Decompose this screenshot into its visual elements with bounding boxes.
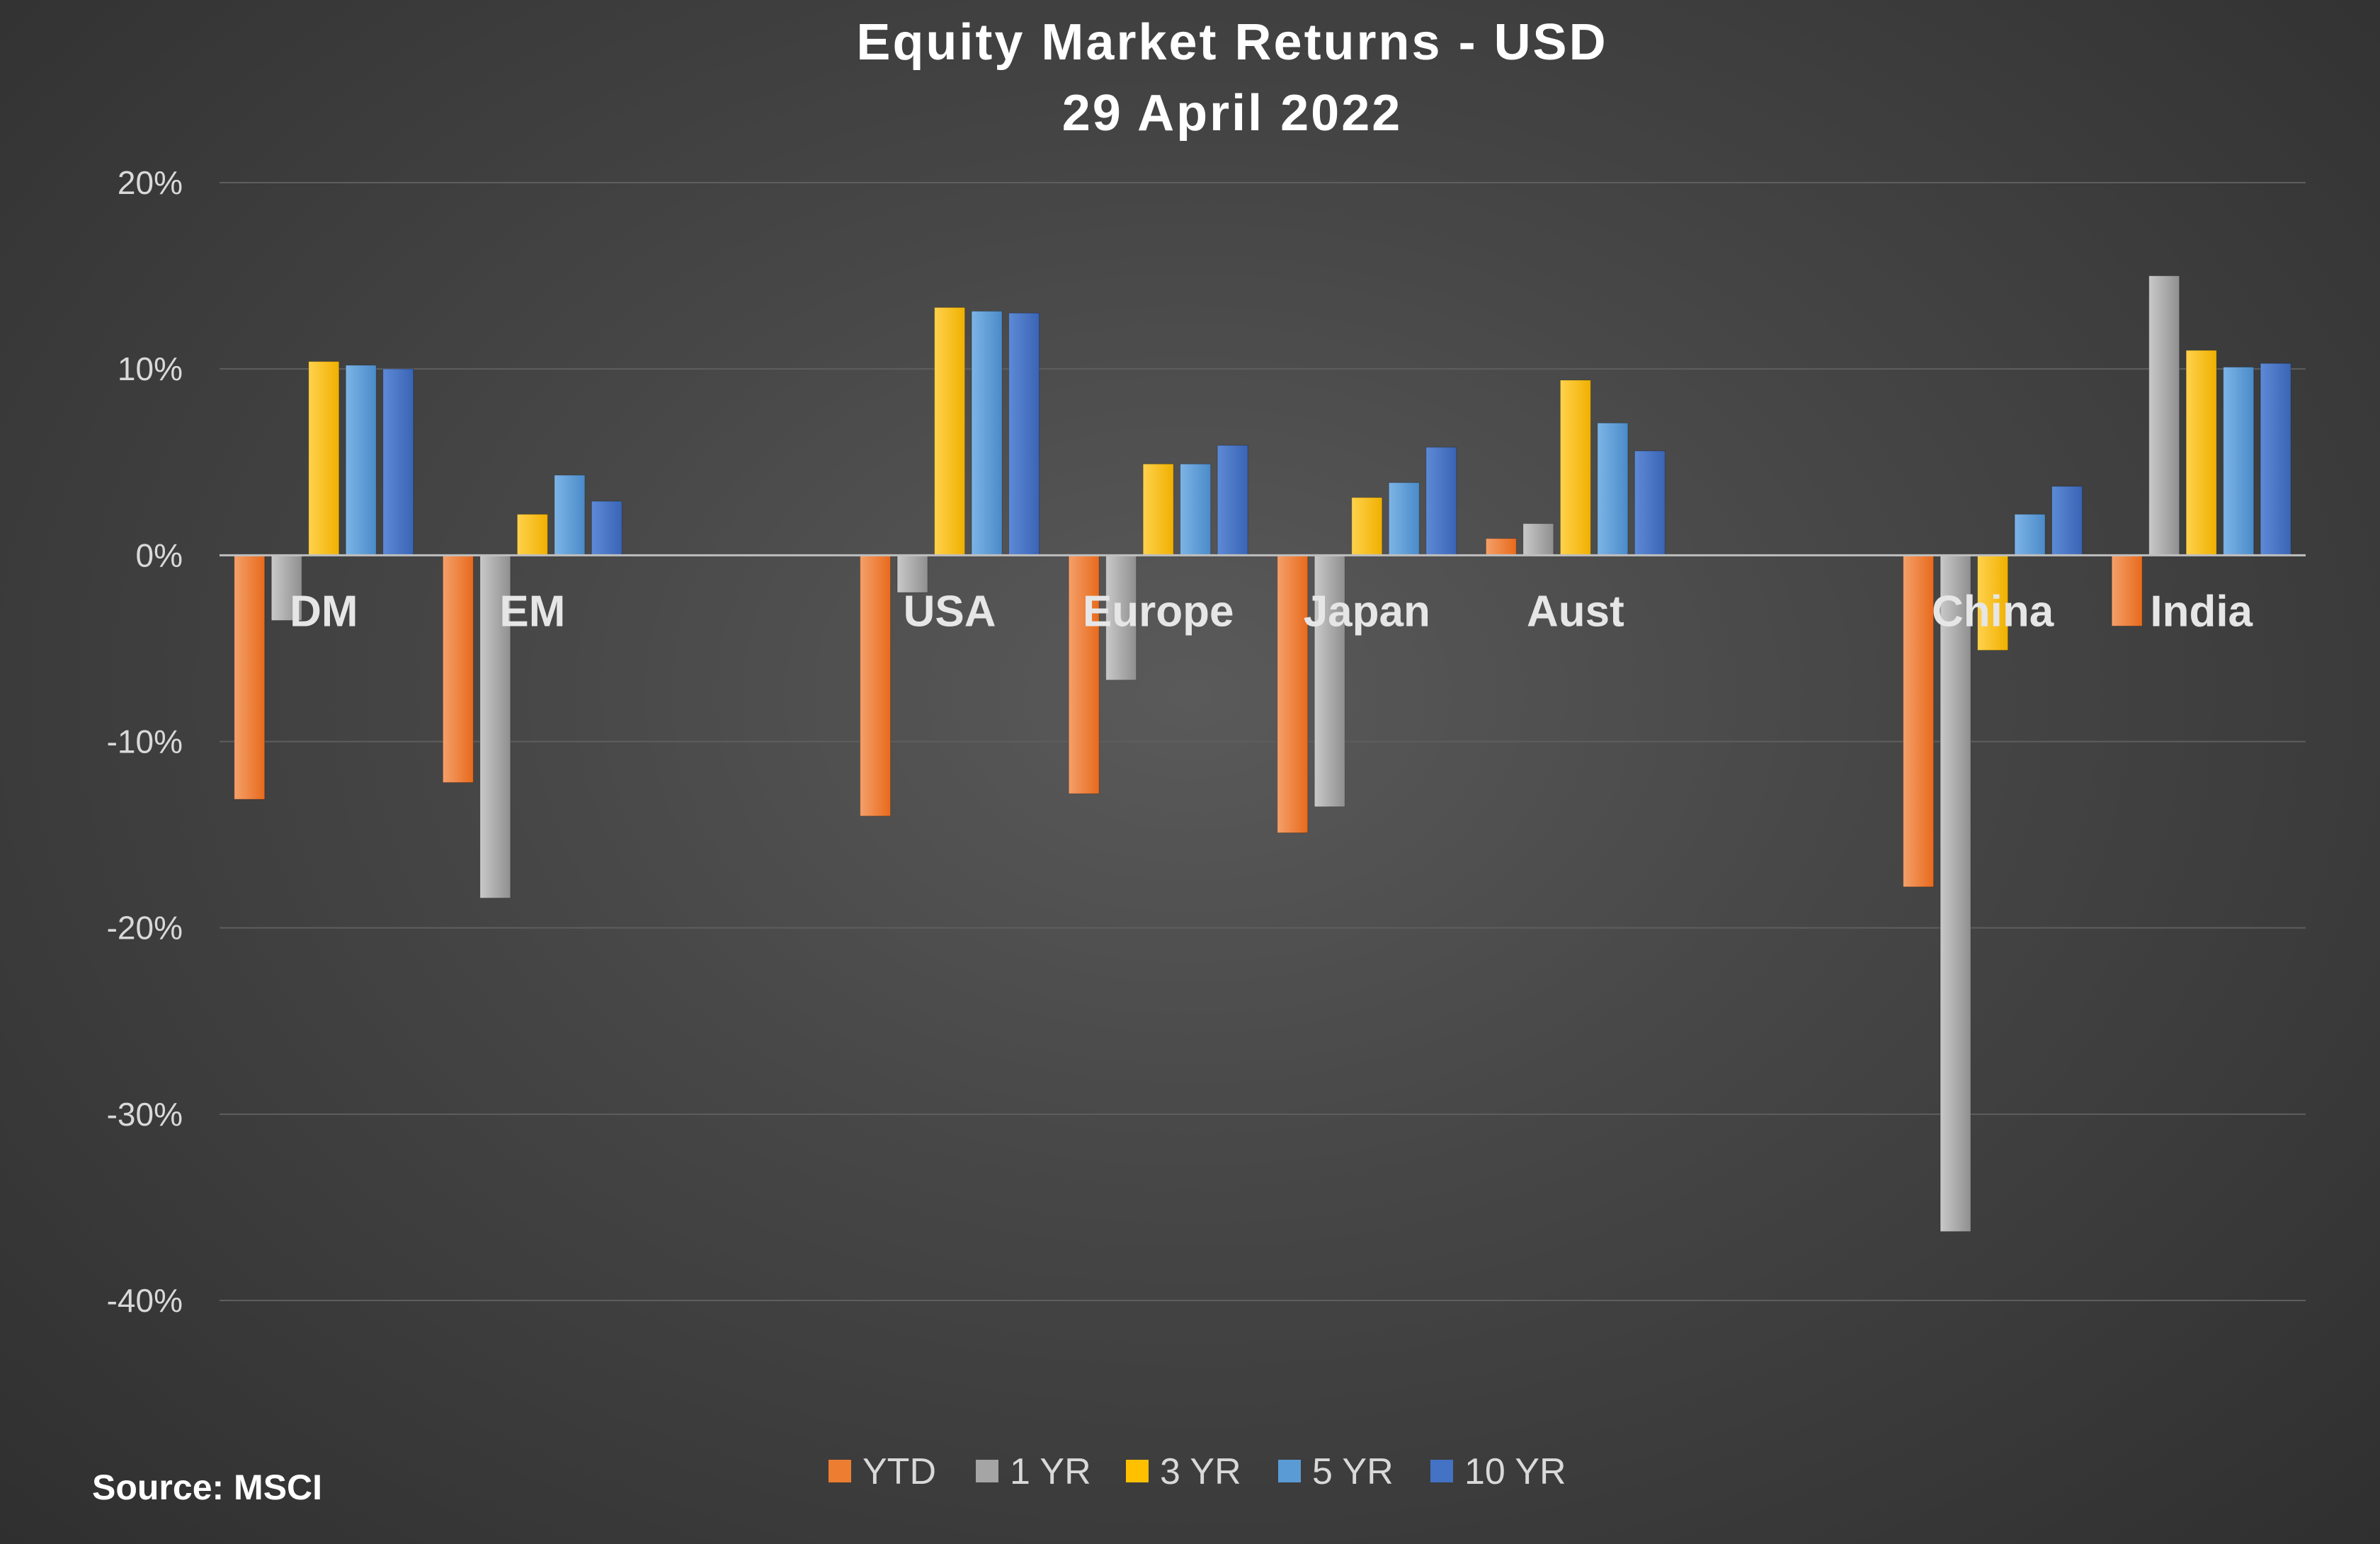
bar-5yr-japan [1388,482,1420,556]
legend: YTD 1 YR 3 YR 5 YR 10 YR [829,1451,1566,1492]
y-tick-label: -40% [107,1282,183,1319]
bar-ytd-dm [234,554,266,800]
bar-1yr-japan [1314,554,1345,808]
bar-1yr-china [1940,554,1971,1233]
bar-5yr-dm [345,365,377,556]
bar-3yr-aust [1559,379,1591,556]
legend-swatch [976,1460,998,1482]
bar-10yr-europe [1217,445,1248,556]
category-label: Japan [1304,587,1430,636]
category-label: India [2150,587,2253,636]
legend-label: 3 YR [1160,1451,1241,1492]
bars [234,275,2291,1233]
bar-ytd-china [1903,554,1935,888]
bar-3yr-usa [934,307,966,556]
gridlines [220,182,2306,1301]
source-note: Source: MSCI [92,1468,322,1507]
bar-ytd-aust [1485,538,1517,556]
legend-swatch [1126,1460,1149,1482]
legend-swatch [1430,1460,1453,1482]
y-tick-label: 20% [118,164,183,201]
y-tick-label: -10% [107,724,183,760]
bar-5yr-india [2223,367,2255,556]
legend-item: 1 YR [976,1451,1091,1492]
legend-label: YTD [862,1451,936,1492]
bar-10yr-china [2051,486,2083,556]
bar-5yr-europe [1180,463,1212,556]
bar-1yr-em [479,554,511,899]
legend-label: 10 YR [1464,1451,1566,1492]
bar-10yr-dm [382,368,414,556]
bar-ytd-india [2111,554,2143,627]
bar-3yr-europe [1142,463,1174,556]
bar-3yr-em [516,513,548,556]
bar-1yr-usa [896,554,928,593]
chart-title: Equity Market Returns - USD [856,14,1607,71]
bar-10yr-aust [1634,450,1666,556]
bar-5yr-china [2014,513,2046,556]
bar-10yr-em [591,501,622,556]
category-label: Europe [1083,587,1234,636]
category-label: Aust [1527,587,1624,636]
bar-ytd-japan [1277,554,1309,833]
legend-label: 5 YR [1312,1451,1394,1492]
bar-1yr-dm [271,554,302,621]
bar-1yr-aust [1522,523,1554,556]
legend-item: 3 YR [1126,1451,1241,1492]
category-label: China [1932,587,2054,636]
category-label: EM [499,587,565,636]
legend-item: 5 YR [1278,1451,1394,1492]
legend-swatch [829,1460,851,1482]
bar-5yr-em [554,474,586,556]
y-tick-label: -20% [107,910,183,947]
bar-3yr-japan [1351,497,1383,556]
bar-5yr-aust [1597,422,1629,556]
legend-item: YTD [829,1451,936,1492]
bar-1yr-india [2148,275,2180,556]
legend-label: 1 YR [1010,1451,1091,1492]
bar-10yr-usa [1008,312,1040,556]
category-label: DM [290,587,358,636]
y-tick-label: 10% [118,350,183,387]
legend-swatch [1278,1460,1301,1482]
category-label: USA [904,587,996,636]
bar-3yr-india [2185,350,2217,556]
bar-10yr-japan [1425,447,1457,556]
y-tick-label: -30% [107,1096,183,1133]
bar-ytd-em [442,554,474,783]
legend-item: 10 YR [1430,1451,1566,1492]
bar-5yr-usa [971,311,1003,556]
bar-3yr-china [1977,554,2009,651]
category-labels: DM EM USA Europe Japan Aust China India [290,587,2253,636]
y-tick-label: 0% [136,537,183,573]
bar-ytd-usa [860,554,892,817]
chart-subtitle: 29 April 2022 [1062,85,1403,142]
bar-1yr-europe [1105,554,1137,681]
bar-3yr-dm [308,361,340,556]
bar-10yr-india [2260,362,2291,556]
y-axis-ticks: 20% 10% 0% -10% -20% -30% -40% [107,164,183,1319]
